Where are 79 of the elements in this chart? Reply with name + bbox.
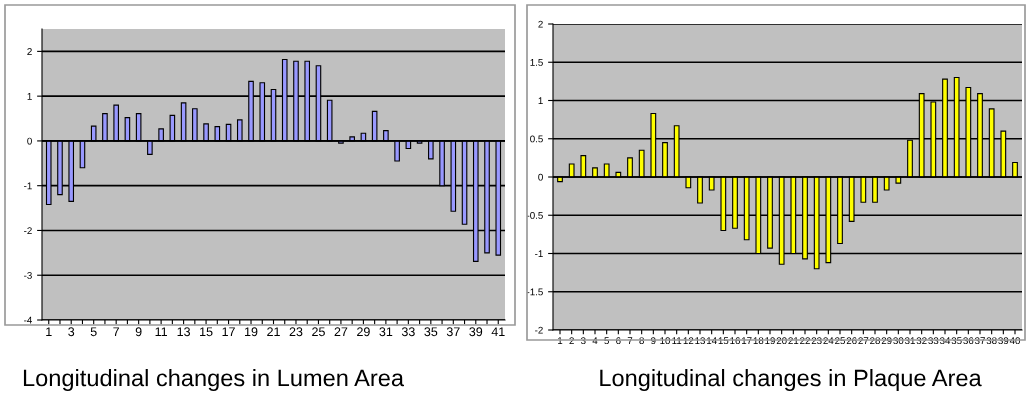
x-tick-label: 17	[222, 327, 235, 336]
y-tick-label: 2	[538, 20, 543, 28]
x-tick-label: 23	[289, 327, 303, 337]
x-tick-label: 33	[928, 337, 939, 345]
x-tick-label: 20	[776, 337, 787, 345]
x-tick-label: 5	[604, 337, 609, 345]
text: Longitudinal changes in Plaque Area	[600, 368, 982, 391]
x-tick-label: 1	[46, 327, 52, 336]
x-tick-label: 9	[651, 337, 656, 345]
y-tick-label: -2	[535, 326, 543, 334]
x-tick-label: 26	[846, 337, 857, 345]
x-tick-label: 2	[569, 337, 574, 344]
y-tick-label: -4	[24, 316, 32, 324]
x-tick-label: 37	[974, 337, 985, 345]
x-tick-label: 33	[401, 327, 415, 337]
y-tick-label: 1.5	[530, 59, 543, 66]
x-tick-label: 13	[177, 327, 190, 337]
x-tick-label: 37	[446, 327, 460, 337]
x-tick-label: 15	[718, 337, 729, 345]
x-tick-label: 29	[881, 337, 892, 345]
x-tick-label: 27	[858, 337, 869, 344]
x-tick-label: 30	[893, 337, 904, 345]
x-tick-label: 22	[800, 337, 810, 344]
x-tick-label: 35	[424, 327, 438, 337]
x-tick-label: 36	[963, 337, 974, 345]
x-tick-label: 4	[592, 337, 598, 344]
x-tick-label: 19	[245, 327, 258, 337]
y-tick-label: 0.5	[530, 135, 543, 143]
x-tick-label: 3	[581, 337, 586, 345]
y-tick-label: 0	[538, 173, 543, 181]
x-tick-label: 19	[765, 337, 775, 345]
x-tick-label: 39	[469, 327, 483, 337]
x-tick-label: 10	[660, 337, 671, 345]
y-tick-label: -2	[24, 227, 32, 234]
x-tick-label: 6	[616, 337, 621, 345]
x-tick-label: 35	[951, 337, 962, 345]
x-tick-label: 12	[683, 337, 694, 344]
x-tick-label: 7	[113, 327, 120, 336]
x-tick-label: 25	[312, 327, 325, 337]
y-tick-label: -1	[24, 182, 32, 190]
x-tick-label: 24	[823, 337, 834, 344]
x-tick-label: 41	[491, 327, 505, 336]
x-tick-label: 32	[916, 337, 927, 345]
x-tick-label: 23	[811, 337, 822, 345]
text: Longitudinal changes in Lumen Area	[23, 368, 405, 391]
x-tick-label: 14	[707, 337, 717, 344]
x-tick-label: 16	[730, 337, 740, 345]
y-tick-label: -3	[24, 271, 32, 279]
x-tick-label: 11	[155, 327, 167, 336]
x-tick-label: 28	[870, 337, 880, 345]
x-tick-label: 31	[904, 337, 915, 345]
y-tick-label: 1	[27, 92, 32, 100]
x-tick-label: 15	[200, 327, 213, 337]
x-tick-label: 27	[334, 327, 348, 336]
x-tick-label: 3	[68, 327, 75, 337]
x-tick-label: 7	[627, 337, 633, 344]
x-tick-label: 34	[939, 337, 951, 345]
x-tick-label: 21	[788, 337, 799, 344]
x-tick-label: 9	[135, 327, 142, 337]
y-tick-label: -0.5	[526, 211, 543, 219]
x-tick-label: 5	[90, 327, 97, 337]
x-tick-label: 18	[753, 337, 764, 345]
x-tick-label: 40	[1009, 337, 1021, 345]
y-tick-label: -1.5	[526, 288, 543, 296]
x-tick-label: 25	[835, 337, 845, 345]
y-tick-label: -1	[535, 250, 543, 258]
x-tick-label: 29	[357, 327, 370, 337]
y-tick-label: 2	[27, 48, 32, 55]
x-tick-label: 11	[672, 337, 682, 344]
x-tick-label: 38	[986, 337, 997, 345]
x-tick-label: 31	[379, 327, 393, 337]
y-tick-label: 1	[538, 97, 543, 105]
y-tick-label: 0	[27, 137, 32, 145]
x-tick-label: 8	[639, 337, 644, 345]
x-tick-label: 17	[742, 337, 752, 344]
x-tick-label: 1	[558, 337, 563, 344]
x-tick-label: 39	[998, 337, 1009, 345]
x-tick-label: 13	[695, 337, 705, 345]
x-tick-label: 21	[267, 327, 280, 336]
